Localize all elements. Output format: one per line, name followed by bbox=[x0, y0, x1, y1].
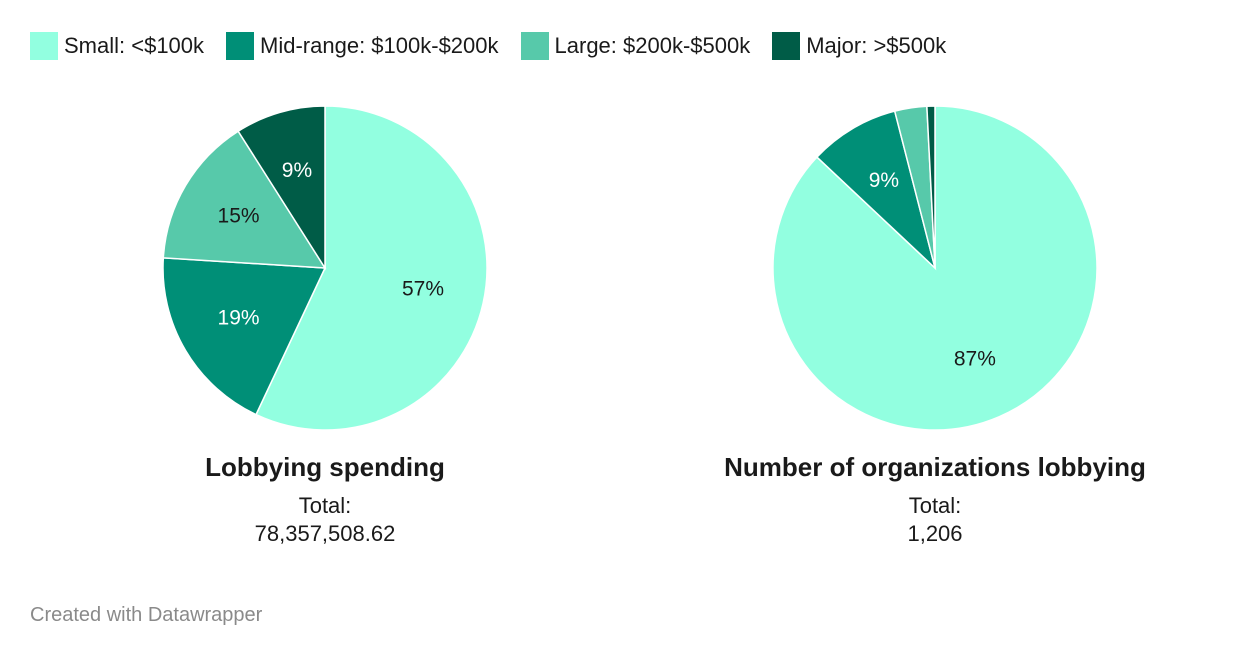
pie-label-organizations-mid-range: 9% bbox=[869, 169, 899, 192]
pie-slice-spending-major bbox=[237, 105, 326, 271]
pie-organizations-svg: 87% 9% bbox=[772, 105, 1098, 431]
legend-swatch-large bbox=[520, 32, 549, 60]
pie-slice-organizations-mid-range bbox=[815, 110, 937, 271]
pie-slice-organizations-major bbox=[926, 105, 936, 269]
chart-subtitle-organizations: Total: 1,206 bbox=[635, 492, 1235, 548]
legend-label-mid-range: Mid-range: $100k-$200k bbox=[260, 33, 499, 58]
pie-label-spending-mid-range: 19% bbox=[218, 307, 260, 330]
pie-label-spending-small: 57% bbox=[402, 277, 444, 300]
pie-label-spending-major: 9% bbox=[282, 159, 312, 182]
legend-item-large: Large: $200k-$500k bbox=[520, 32, 751, 60]
legend-item-mid-range: Mid-range: $100k-$200k bbox=[226, 32, 499, 60]
chart-title-spending: Lobbying spending bbox=[205, 452, 445, 482]
total-value-organizations: 1,206 bbox=[907, 521, 963, 546]
legend-swatch-major bbox=[772, 32, 801, 60]
pie-label-spending-large: 15% bbox=[218, 204, 260, 227]
pie-spending-svg: 57% 19% 15% 9% bbox=[162, 105, 488, 431]
total-label-spending: Total: bbox=[298, 493, 352, 518]
legend-item-small: Small: <$100k bbox=[30, 32, 204, 60]
pie-slice-spending-mid-range bbox=[162, 257, 327, 416]
legend-label-large: Large: $200k-$500k bbox=[554, 33, 751, 58]
pie-slice-spending-large bbox=[162, 130, 327, 269]
credit-footer: Created with Datawrapper bbox=[30, 604, 263, 626]
pie-label-organizations-small: 87% bbox=[954, 348, 996, 371]
total-label-organizations: Total: bbox=[908, 493, 962, 518]
legend-item-major: Major: >$500k bbox=[772, 32, 946, 60]
legend-label-small: Small: <$100k bbox=[64, 33, 205, 58]
pie-chart-spending: 57% 19% 15% 9% Lobbying spending Total: 78,… bbox=[25, 90, 625, 560]
legend-swatch-small bbox=[30, 32, 58, 60]
chart-title-organizations: Number of organizations lobbying bbox=[724, 452, 1146, 482]
chart-subtitle-spending: Total: 78,357,508.62 bbox=[25, 492, 625, 548]
total-value-spending: 78,357,508.62 bbox=[254, 521, 396, 546]
pie-slice-spending-small bbox=[255, 105, 488, 431]
pie-chart-organizations: 87% 9% Number of organizations lobbying T… bbox=[635, 90, 1235, 560]
legend-swatch-mid-range bbox=[226, 32, 255, 60]
legend: Small: <$100k Mid-range: $100k-$200k Lar… bbox=[30, 32, 946, 60]
legend-label-major: Major: >$500k bbox=[806, 33, 947, 58]
